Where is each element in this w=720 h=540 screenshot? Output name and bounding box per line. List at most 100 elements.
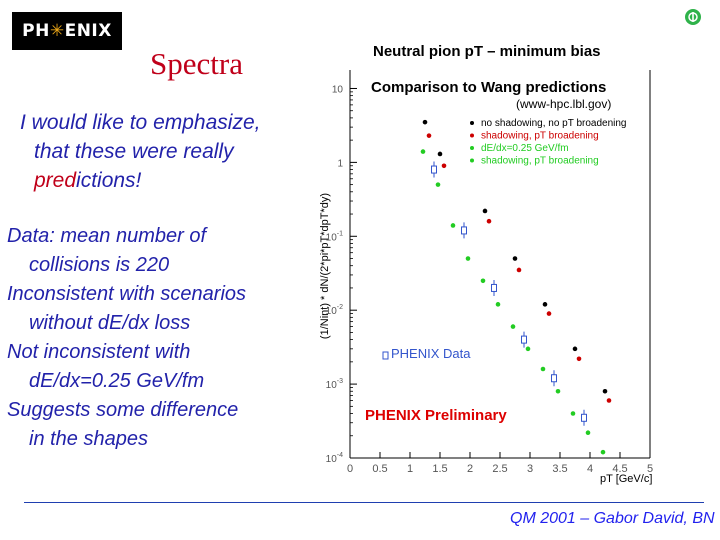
data-point-line: collisions is 220 <box>29 254 170 276</box>
data-point-black <box>602 388 608 394</box>
legend-label: no shadowing, no pT broadening <box>481 118 626 129</box>
y-tick-mantissa: 10 <box>326 454 338 465</box>
data-point-green <box>570 411 576 416</box>
data-point-red <box>606 398 612 403</box>
note-accent: pred <box>34 169 77 192</box>
logo-text-left: PH <box>22 21 50 41</box>
data-point-green <box>495 302 501 307</box>
y-tick-label: 10-2 <box>326 304 343 317</box>
phenix-data-point <box>431 165 437 174</box>
data-point-black <box>482 208 488 214</box>
chart-xlabel: pT [GeV/c] <box>600 473 652 485</box>
y-tick-exponent: -4 <box>337 452 343 459</box>
data-point-black <box>422 119 428 125</box>
note-line-2: that these were really <box>34 140 234 163</box>
y-tick-exponent: -1 <box>337 230 343 237</box>
data-point-green <box>510 324 516 329</box>
chart-source: (www-hpc.lbl.gov) <box>516 97 611 111</box>
logo-text-right: ENIX <box>64 21 112 41</box>
data-point-red <box>516 267 522 273</box>
data-point-black <box>542 302 548 307</box>
chart-ylabel: (1/Nint) * dN/(2*pi*pT*dpT*dy) <box>319 193 331 339</box>
phenix-data-point <box>461 226 467 235</box>
legend-label: dE/dx=0.25 GeV/fm <box>481 143 569 154</box>
footer-divider <box>24 502 704 503</box>
x-tick-label: 4.5 <box>612 463 627 475</box>
data-point-line: without dE/dx loss <box>29 312 191 334</box>
y-tick-label: 10-1 <box>326 230 343 243</box>
data-point-green <box>525 346 531 352</box>
phenix-logo: PH ✳ ENIX <box>12 12 122 50</box>
data-point-line: Suggests some difference <box>7 399 239 421</box>
data-point-black <box>512 256 518 261</box>
x-tick-label: 0 <box>347 463 353 475</box>
data-point-line: in the shapes <box>29 428 148 450</box>
data-point-line: dE/dx=0.25 GeV/fm <box>29 370 205 392</box>
y-tick-mantissa: 10 <box>326 380 338 391</box>
data-point-green <box>420 149 426 154</box>
y-tick-exponent: -2 <box>337 304 343 311</box>
x-tick-label: 2 <box>467 463 473 475</box>
phenix-data-label: PHENIX Data <box>391 346 471 361</box>
legend-marker <box>470 146 474 150</box>
phenix-data-legend-marker <box>382 351 389 360</box>
y-tick-label: 10-3 <box>326 378 343 391</box>
legend-marker <box>470 133 474 138</box>
phenix-data-point <box>581 413 587 422</box>
chart-subtitle: Comparison to Wang predictions <box>371 79 606 96</box>
x-tick-label: 3 <box>527 463 533 475</box>
logo-star-icon: ✳ <box>49 21 65 41</box>
x-tick-label: 0.5 <box>372 463 387 475</box>
data-point-line: Not inconsistent with <box>7 341 191 363</box>
data-point-line: Data: mean number of <box>7 225 206 247</box>
x-tick-label: 1.5 <box>432 463 447 475</box>
slide-corner-icon <box>685 9 701 25</box>
y-tick-label: 10-4 <box>326 452 343 465</box>
legend-label: shadowing, pT broadening <box>481 156 599 167</box>
x-tick-label: 2.5 <box>492 463 507 475</box>
data-point-green <box>465 256 471 261</box>
y-tick-mantissa: 10 <box>332 84 344 95</box>
x-tick-label: 3.5 <box>552 463 567 475</box>
phenix-data-point <box>491 283 497 292</box>
data-point-red <box>576 356 582 362</box>
data-point-green <box>435 182 441 187</box>
y-tick-mantissa: 1 <box>337 158 343 169</box>
emphasis-note: I would like to emphasize, that these we… <box>20 108 310 195</box>
note-rest: ictions! <box>76 169 142 192</box>
data-points-list: Data: mean number of collisions is 220 Inc… <box>7 222 307 454</box>
data-point-green <box>480 278 486 284</box>
data-point-green <box>450 223 456 228</box>
y-tick-exponent: -3 <box>337 378 343 385</box>
legend-marker <box>470 158 474 163</box>
data-point-red <box>486 218 492 224</box>
data-point-red <box>426 133 432 138</box>
y-tick-label: 1 <box>337 158 343 169</box>
data-point-green <box>600 449 606 455</box>
phenix-preliminary-label: PHENIX Preliminary <box>365 407 507 424</box>
data-point-black <box>437 151 443 157</box>
data-point-black <box>572 346 578 352</box>
phenix-data-point <box>521 335 527 344</box>
data-point-red <box>546 311 552 316</box>
note-line-3: predictions! <box>20 166 310 195</box>
x-tick-label: 5 <box>647 463 653 475</box>
x-tick-label: 1 <box>407 463 413 475</box>
chart-title: Neutral pion pT – minimum bias <box>373 43 601 60</box>
legend-label: shadowing, pT broadening <box>481 131 599 142</box>
footer-citation: QM 2001 – Gabor David, BN <box>510 510 715 527</box>
data-point-green <box>540 366 546 372</box>
data-point-line: Inconsistent with scenarios <box>7 283 247 305</box>
spectra-chart: Neutral pion pT – minimum bias Compariso… <box>319 43 653 485</box>
phenix-data-point <box>551 374 557 383</box>
y-tick-mantissa: 10 <box>326 306 338 317</box>
data-point-red <box>441 163 447 169</box>
note-line-1: I would like to emphasize, <box>20 111 261 134</box>
data-point-green <box>555 388 561 394</box>
data-point-green <box>585 430 591 435</box>
legend-marker <box>470 121 474 125</box>
slide-title: Spectra <box>150 46 243 81</box>
x-tick-label: 4 <box>587 463 593 475</box>
y-tick-mantissa: 10 <box>326 232 338 243</box>
y-tick-label: 10 <box>332 84 344 95</box>
